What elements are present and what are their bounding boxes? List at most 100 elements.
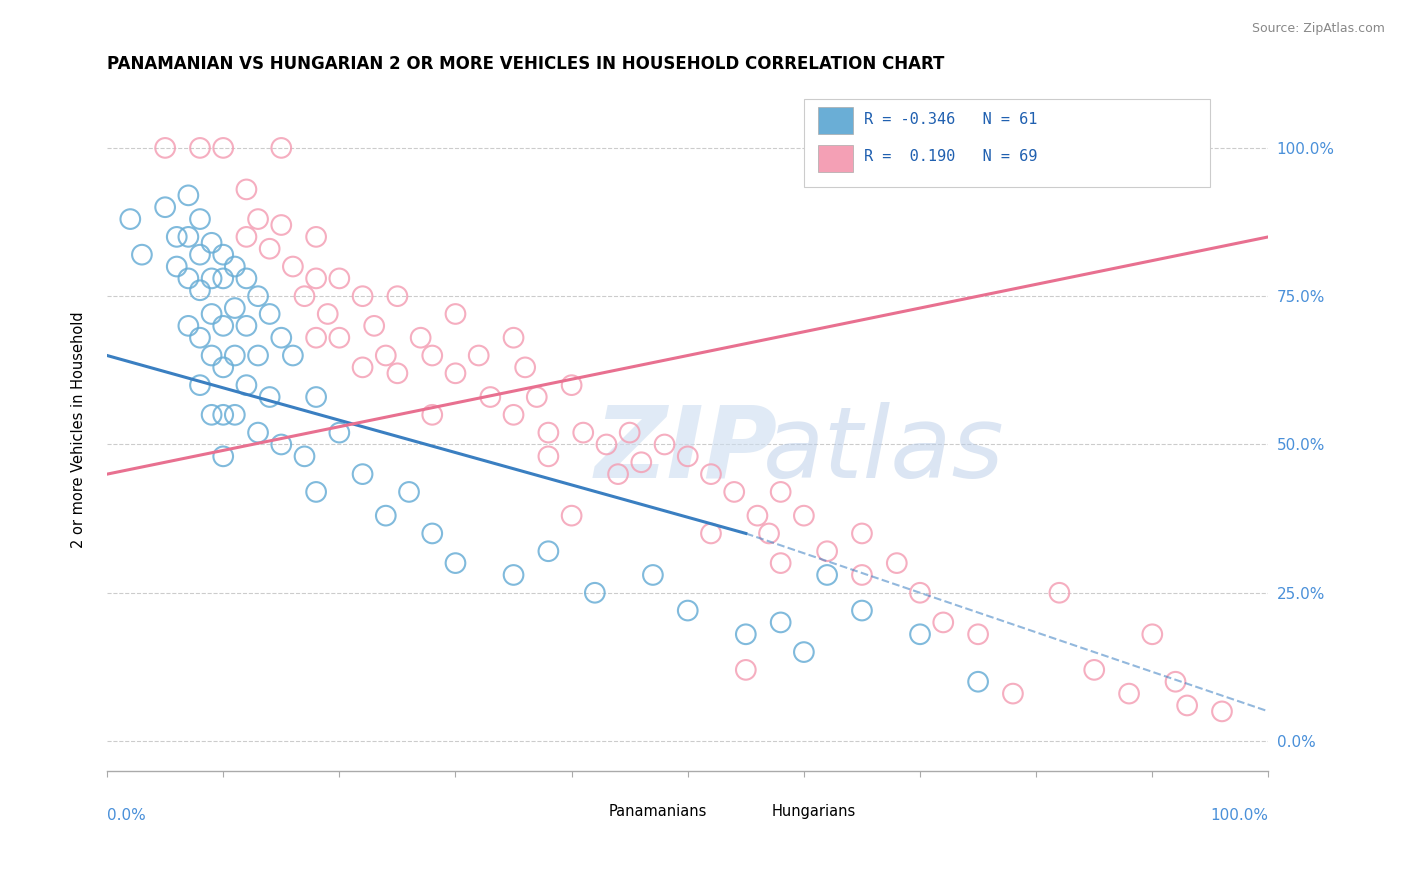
Point bbox=[153, 141, 176, 155]
Point bbox=[793, 645, 815, 659]
Point bbox=[177, 230, 200, 244]
Text: Panamanians: Panamanians bbox=[609, 804, 707, 819]
Point bbox=[630, 455, 652, 469]
Text: Hungarians: Hungarians bbox=[772, 804, 856, 819]
Point bbox=[537, 425, 560, 440]
Point bbox=[908, 627, 931, 641]
Point bbox=[247, 212, 270, 227]
Point bbox=[723, 484, 745, 499]
Point bbox=[316, 307, 339, 321]
Point bbox=[515, 360, 537, 375]
Point bbox=[200, 349, 222, 363]
Point bbox=[224, 408, 246, 422]
Point bbox=[270, 437, 292, 451]
Point bbox=[583, 586, 606, 600]
Point bbox=[120, 212, 142, 227]
Point bbox=[932, 615, 955, 630]
Point bbox=[363, 318, 385, 333]
Y-axis label: 2 or more Vehicles in Household: 2 or more Vehicles in Household bbox=[72, 311, 86, 548]
Point bbox=[247, 349, 270, 363]
Point bbox=[188, 283, 211, 297]
Point bbox=[420, 349, 443, 363]
Point bbox=[131, 247, 153, 261]
Point bbox=[247, 425, 270, 440]
Point bbox=[305, 331, 328, 345]
Point bbox=[352, 289, 374, 303]
Text: atlas: atlas bbox=[763, 401, 1005, 499]
Text: R = -0.346   N = 61: R = -0.346 N = 61 bbox=[865, 112, 1038, 127]
Point bbox=[572, 425, 595, 440]
Point bbox=[700, 467, 723, 482]
Point bbox=[769, 615, 792, 630]
Point bbox=[212, 141, 235, 155]
Point bbox=[467, 349, 489, 363]
Point bbox=[747, 508, 769, 523]
Point bbox=[200, 408, 222, 422]
FancyBboxPatch shape bbox=[740, 803, 765, 823]
Point bbox=[526, 390, 548, 404]
Text: 0.0%: 0.0% bbox=[107, 808, 146, 823]
Point bbox=[374, 508, 396, 523]
FancyBboxPatch shape bbox=[804, 99, 1211, 187]
Point bbox=[212, 360, 235, 375]
Point bbox=[212, 408, 235, 422]
Point bbox=[200, 307, 222, 321]
FancyBboxPatch shape bbox=[818, 107, 852, 135]
Point bbox=[212, 450, 235, 464]
Point bbox=[1001, 687, 1024, 701]
Point bbox=[294, 289, 316, 303]
Point bbox=[537, 544, 560, 558]
Point bbox=[444, 556, 467, 570]
Point bbox=[177, 318, 200, 333]
Point bbox=[212, 271, 235, 285]
Point bbox=[328, 331, 350, 345]
Point bbox=[270, 331, 292, 345]
Point bbox=[387, 366, 409, 380]
Point bbox=[734, 627, 756, 641]
Point bbox=[235, 378, 257, 392]
Point bbox=[1175, 698, 1198, 713]
Point bbox=[967, 627, 990, 641]
Point bbox=[595, 437, 617, 451]
Point bbox=[177, 271, 200, 285]
Point bbox=[676, 450, 699, 464]
Point bbox=[188, 331, 211, 345]
Point bbox=[815, 544, 838, 558]
Point bbox=[641, 568, 664, 582]
FancyBboxPatch shape bbox=[578, 803, 603, 823]
Point bbox=[1211, 705, 1233, 719]
Point bbox=[815, 568, 838, 582]
Point bbox=[1164, 674, 1187, 689]
Point bbox=[420, 408, 443, 422]
Point bbox=[328, 425, 350, 440]
Point bbox=[374, 349, 396, 363]
Point bbox=[224, 349, 246, 363]
Point bbox=[769, 556, 792, 570]
Point bbox=[294, 450, 316, 464]
Point bbox=[851, 603, 873, 617]
Point bbox=[281, 349, 304, 363]
Point bbox=[224, 301, 246, 315]
Point bbox=[259, 242, 281, 256]
Text: 100.0%: 100.0% bbox=[1211, 808, 1268, 823]
Point bbox=[188, 247, 211, 261]
Point bbox=[967, 674, 990, 689]
Point bbox=[305, 390, 328, 404]
Point bbox=[444, 366, 467, 380]
Point bbox=[235, 182, 257, 196]
Point bbox=[537, 450, 560, 464]
Point bbox=[409, 331, 432, 345]
Point bbox=[188, 212, 211, 227]
Point bbox=[1083, 663, 1105, 677]
Point bbox=[561, 508, 583, 523]
Point bbox=[502, 568, 524, 582]
Point bbox=[352, 467, 374, 482]
Text: PANAMANIAN VS HUNGARIAN 2 OR MORE VEHICLES IN HOUSEHOLD CORRELATION CHART: PANAMANIAN VS HUNGARIAN 2 OR MORE VEHICL… bbox=[107, 55, 945, 73]
Point bbox=[259, 390, 281, 404]
Point bbox=[851, 568, 873, 582]
Point bbox=[502, 331, 524, 345]
Point bbox=[758, 526, 780, 541]
Point bbox=[188, 378, 211, 392]
Text: Source: ZipAtlas.com: Source: ZipAtlas.com bbox=[1251, 22, 1385, 36]
Point bbox=[235, 318, 257, 333]
